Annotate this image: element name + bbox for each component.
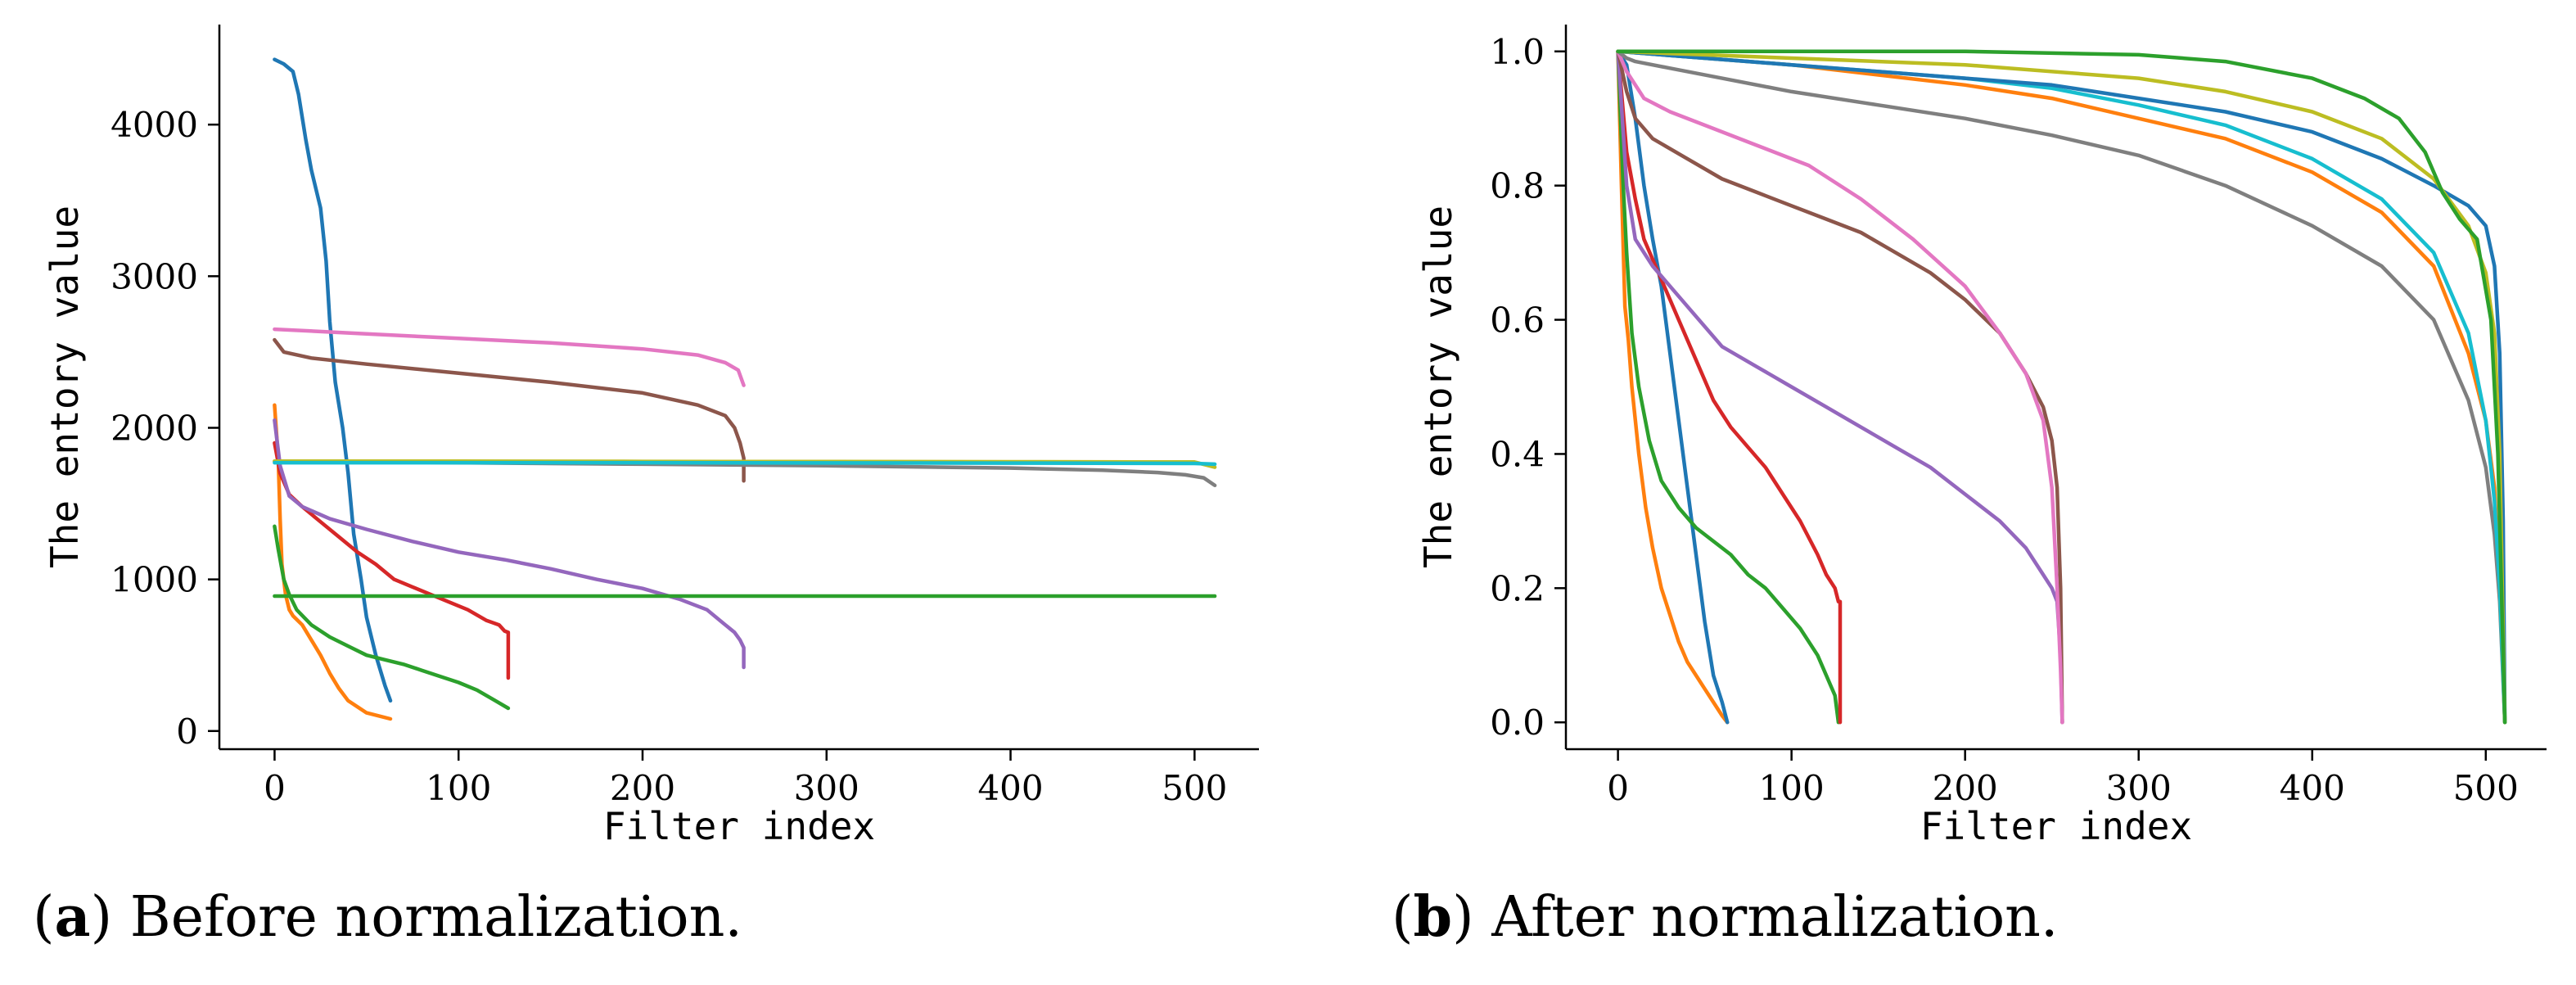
x-tick-label: 400 xyxy=(977,768,1043,808)
series-line-a-3 xyxy=(273,524,511,711)
chart-panel-a: 0 100 200 300 400 500 0 1000 2000 3000 4000 Filter … xyxy=(43,25,1259,848)
series-line-a-7 xyxy=(273,327,746,387)
series-line-a-1 xyxy=(273,57,393,703)
x-tick-label: 200 xyxy=(610,768,675,808)
x-tick-label: 0 xyxy=(1607,768,1629,808)
caption-b: (b) After normalization. xyxy=(1392,884,2059,950)
y-axis-label: The entory value xyxy=(43,206,87,568)
series-line-b-11 xyxy=(1616,49,2507,725)
x-tick-label: 300 xyxy=(2106,768,2172,808)
caption-a-text: Before normalization. xyxy=(112,885,742,950)
y-tick-label: 0 xyxy=(176,712,198,752)
series-line-a-10 xyxy=(273,460,1217,467)
chart-panel-b: 0 100 200 300 400 500 0.0 0.2 0.4 0.6 0.8 1.0 Filter… xyxy=(1288,0,2576,985)
y-tick-label: 1000 xyxy=(111,560,198,600)
caption-b-text: After normalization. xyxy=(1473,885,2059,950)
series-line-b-2 xyxy=(1616,49,1730,725)
y-tick-label: 1.0 xyxy=(1490,32,1545,72)
x-tick-label: 300 xyxy=(794,768,859,808)
x-tick-label: 0 xyxy=(264,768,286,808)
x-tick-label: 500 xyxy=(1162,768,1227,808)
y-tick-label: 2000 xyxy=(111,408,198,448)
caption-a-letter: a xyxy=(54,884,91,950)
series-line-b-4 xyxy=(1616,49,1843,725)
x-axis-label: Filter index xyxy=(603,804,875,848)
caption-b-letter: b xyxy=(1413,884,1453,950)
y-tick-label: 3000 xyxy=(111,256,198,296)
series-line-b-13 xyxy=(1616,49,2507,725)
y-tick-label: 0.4 xyxy=(1490,434,1545,474)
y-tick-label: 0.8 xyxy=(1490,166,1545,206)
chart-b-svg: 0 100 200 300 400 500 0.0 0.2 0.4 0.6 0.8 1.0 Filter… xyxy=(1416,25,2547,848)
series-line-b-12 xyxy=(1616,49,2507,725)
caption-a: (a) Before normalization. xyxy=(33,884,742,950)
series-line-a-4 xyxy=(273,441,511,680)
series-line-b-5 xyxy=(1616,49,2064,725)
series-line-b-8 xyxy=(1616,49,2507,725)
series-line-a-5 xyxy=(273,418,746,670)
y-tick-label: 4000 xyxy=(111,105,198,145)
y-tick-label: 0.6 xyxy=(1490,300,1545,341)
series-line-b-6 xyxy=(1616,49,2064,725)
chart-a-svg: 0 100 200 300 400 500 0 1000 2000 3000 4000 Filter … xyxy=(43,25,1259,848)
x-tick-label: 100 xyxy=(426,768,491,808)
x-tick-label: 200 xyxy=(1933,768,1998,808)
x-tick-label: 100 xyxy=(1759,768,1825,808)
series-line-b-1 xyxy=(1616,49,1730,725)
y-tick-label: 0.0 xyxy=(1490,703,1545,743)
x-axis-label: Filter index xyxy=(1920,804,2192,848)
series-line-b-3 xyxy=(1616,49,1841,725)
x-tick-label: 500 xyxy=(2453,768,2519,808)
x-tick-label: 400 xyxy=(2280,768,2345,808)
series-line-a-6 xyxy=(273,337,746,483)
series-line-a-2 xyxy=(273,403,393,721)
series-line-b-7 xyxy=(1616,49,2064,725)
y-tick-label: 0.2 xyxy=(1490,568,1545,608)
y-axis-label: The entory value xyxy=(1416,206,1460,568)
